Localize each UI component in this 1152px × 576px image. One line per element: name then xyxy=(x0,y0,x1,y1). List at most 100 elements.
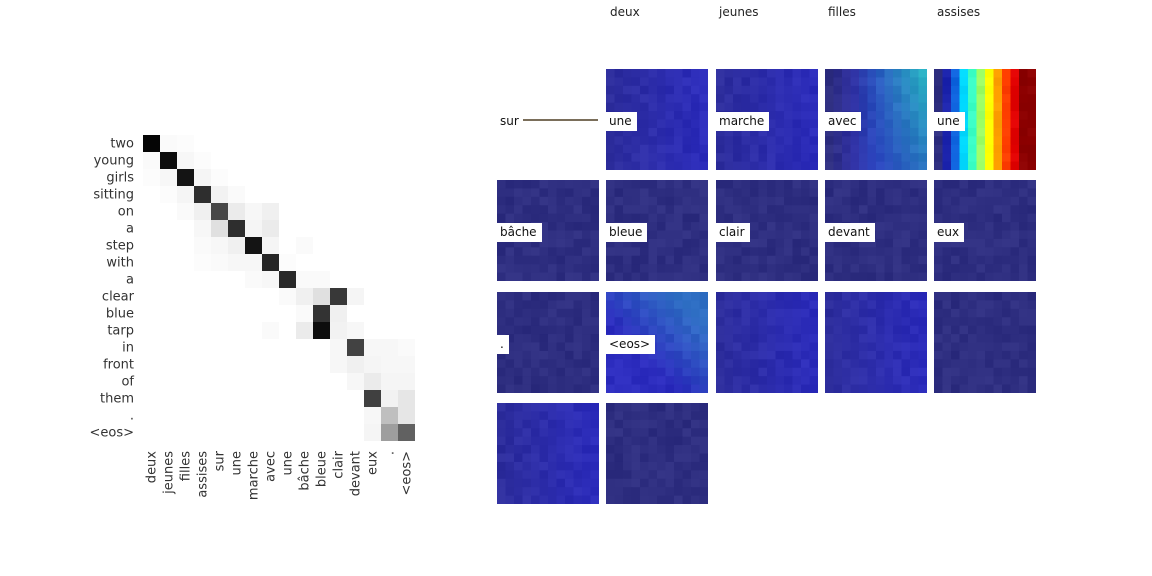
tile-pixel xyxy=(976,85,986,95)
tile-pixel xyxy=(825,272,835,281)
tile-pixel xyxy=(1019,317,1029,327)
tile-pixel xyxy=(691,153,701,163)
tile-pixel xyxy=(901,238,911,248)
tile-pixel xyxy=(565,230,575,240)
heatmap-cell xyxy=(228,237,245,254)
tile-pixel xyxy=(674,495,684,504)
tile-pixel xyxy=(565,334,575,344)
tile-pixel xyxy=(959,213,969,223)
tile-pixel xyxy=(505,495,515,504)
tile-pixel xyxy=(648,461,658,471)
tile-pixel xyxy=(968,196,978,206)
tile-pixel xyxy=(657,487,667,497)
tile-pixel xyxy=(665,238,675,248)
tile-pixel xyxy=(801,342,811,352)
tile-pixel xyxy=(733,384,743,393)
tile-pixel xyxy=(497,300,507,310)
tile-pixel xyxy=(910,342,920,352)
tile-pixel xyxy=(724,238,734,248)
tile-pixel xyxy=(842,127,852,137)
tile-pixel xyxy=(565,419,575,429)
tile-pixel xyxy=(985,69,995,79)
tile-pixel xyxy=(833,247,843,257)
tile-pixel xyxy=(1019,111,1029,121)
tile-pixel xyxy=(682,205,692,215)
tile-pixel xyxy=(665,222,675,232)
tile-pixel xyxy=(750,317,760,327)
tile-pixel xyxy=(497,196,507,206)
tile-pixel xyxy=(910,350,920,360)
tile-pixel xyxy=(590,238,599,248)
tile-pixel xyxy=(590,222,599,232)
tile-pixel xyxy=(497,247,507,257)
tile-pixel xyxy=(606,264,616,274)
tile-pixel xyxy=(665,300,675,310)
tile-pixel xyxy=(976,144,986,154)
tile-pixel xyxy=(985,85,995,95)
tile-pixel xyxy=(682,196,692,206)
tile-pixel xyxy=(699,376,708,386)
tile-pixel xyxy=(665,127,675,137)
tile-pixel xyxy=(497,403,507,413)
tile-pixel xyxy=(733,238,743,248)
tile-pixel xyxy=(833,144,843,154)
tile-pixel xyxy=(934,77,944,87)
tile-pixel xyxy=(699,419,708,429)
heatmap-cell xyxy=(211,220,228,237)
tile-pixel xyxy=(548,384,558,393)
tile-pixel xyxy=(514,487,524,497)
tile-pixel xyxy=(942,376,952,386)
attention-tile: avec xyxy=(825,69,927,170)
tile-pixel xyxy=(522,445,532,455)
tile-pixel xyxy=(724,272,734,281)
tile-pixel xyxy=(910,238,920,248)
tile-pixel xyxy=(867,196,877,206)
tile-pixel xyxy=(505,196,515,206)
tile-pixel xyxy=(733,213,743,223)
tile-pixel xyxy=(976,119,986,129)
tile-pixel xyxy=(631,213,641,223)
tile-pixel xyxy=(784,264,794,274)
tile-pixel xyxy=(750,376,760,386)
tile-pixel xyxy=(691,119,701,129)
tile-pixel xyxy=(850,180,860,190)
tile-pixel xyxy=(631,359,641,369)
heatmap-cell xyxy=(296,305,313,322)
tile-pixel xyxy=(942,255,952,265)
tile-pixel xyxy=(893,180,903,190)
tile-pixel xyxy=(850,264,860,274)
tile-pixel xyxy=(968,238,978,248)
tile-pixel xyxy=(985,238,995,248)
tile-pixel xyxy=(1027,136,1036,146)
tile-pixel xyxy=(733,196,743,206)
tile-pixel xyxy=(801,85,811,95)
tile-pixel xyxy=(1010,111,1020,121)
alignment-heatmap: twoyounggirlssittingonastepwithaclearblu… xyxy=(89,135,415,500)
tile-pixel xyxy=(548,495,558,504)
tile-pixel xyxy=(951,136,961,146)
tile-pixel xyxy=(657,213,667,223)
tile-pixel xyxy=(942,342,952,352)
tile-pixel xyxy=(741,180,751,190)
tile-pixel xyxy=(539,196,549,206)
tile-pixel xyxy=(842,153,852,163)
tile-pixel xyxy=(1002,264,1012,274)
tile-pixel xyxy=(606,359,616,369)
tile-pixel xyxy=(910,300,920,310)
tile-pixel xyxy=(665,384,675,393)
tile-pixel xyxy=(522,334,532,344)
tile-pixel xyxy=(775,205,785,215)
tile-pixel xyxy=(614,367,624,377)
tile-pixel xyxy=(682,470,692,480)
tile-pixel xyxy=(716,300,726,310)
tile-pixel xyxy=(682,453,692,463)
tile-pixel xyxy=(691,317,701,327)
tile-pixel xyxy=(993,161,1003,170)
tile-pixel xyxy=(582,264,592,274)
heatmap-cell xyxy=(381,373,398,390)
tile-pixel xyxy=(522,213,532,223)
tile-pixel xyxy=(993,384,1003,393)
tile-pixel xyxy=(942,144,952,154)
tile-pixel xyxy=(893,77,903,87)
tile-pixel xyxy=(674,384,684,393)
